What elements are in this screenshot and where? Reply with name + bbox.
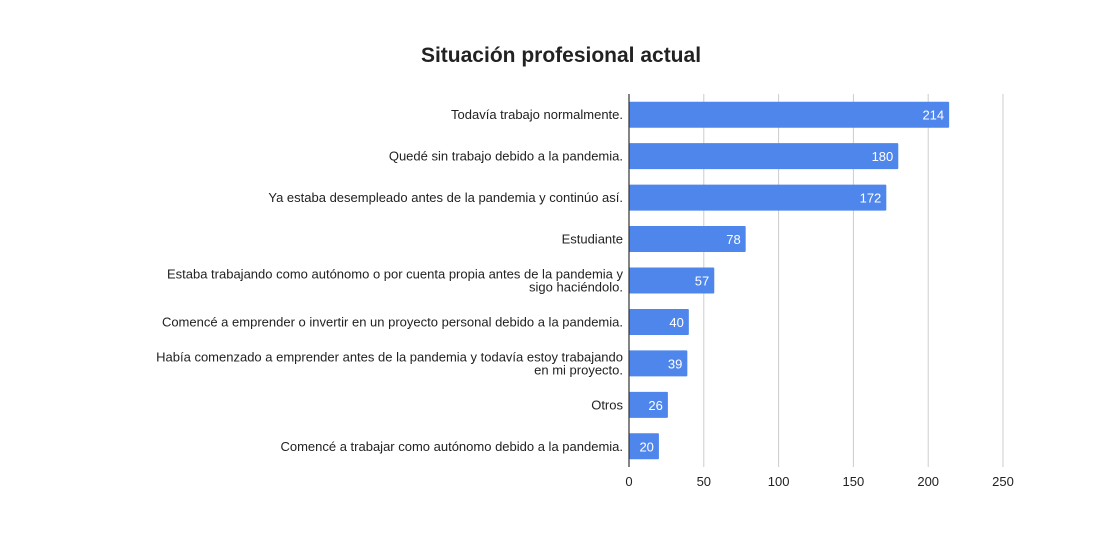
category-label: Comencé a emprender o invertir en un pro… — [162, 314, 623, 329]
bar — [629, 226, 746, 253]
x-tick-label: 150 — [843, 474, 865, 489]
bar — [629, 267, 715, 294]
bar — [629, 184, 887, 211]
x-tick-label: 100 — [768, 474, 790, 489]
category-label: Quedé sin trabajo debido a la pandemia. — [389, 149, 623, 164]
category-label: Ya estaba desempleado antes de la pandem… — [268, 190, 623, 205]
bar — [629, 308, 689, 335]
bar — [629, 143, 899, 170]
chart-title: Situación profesional actual — [421, 44, 701, 67]
category-label: Estaba trabajando como autónomo o por cu… — [167, 267, 624, 282]
bar-value-label: 78 — [726, 232, 740, 247]
bar-value-label: 40 — [669, 315, 683, 330]
bar-value-label: 39 — [668, 356, 682, 371]
x-tick-label: 0 — [625, 474, 632, 489]
category-label: en mi proyecto. — [534, 362, 623, 377]
category-label: Comencé a trabajar como autónomo debido … — [280, 439, 623, 454]
bar-value-label: 214 — [922, 108, 944, 123]
bar — [629, 101, 950, 128]
bar-value-label: 57 — [695, 274, 709, 289]
category-label: Estudiante — [562, 232, 623, 247]
x-tick-label: 50 — [697, 474, 711, 489]
x-tick-label: 200 — [917, 474, 939, 489]
bar-value-label: 172 — [860, 191, 882, 206]
bar — [629, 391, 668, 418]
category-label: Todavía trabajo normalmente. — [451, 107, 623, 122]
x-tick-label: 250 — [992, 474, 1014, 489]
bars: 214 180 172 78 57 40 39 26 20 — [629, 101, 950, 460]
bar-value-label: 180 — [872, 149, 894, 164]
category-label: Había comenzado a emprender antes de la … — [156, 349, 623, 364]
category-label: sigo haciéndolo. — [529, 280, 623, 295]
category-label: Otros — [591, 397, 623, 412]
bar — [629, 350, 688, 377]
bar-value-label: 26 — [648, 398, 662, 413]
category-labels: Todavía trabajo normalmente. Quedé sin tr… — [156, 107, 623, 454]
bar — [629, 433, 659, 460]
x-axis-ticks: 0 50 100 150 200 250 — [625, 474, 1013, 489]
bar-value-label: 20 — [639, 439, 653, 454]
